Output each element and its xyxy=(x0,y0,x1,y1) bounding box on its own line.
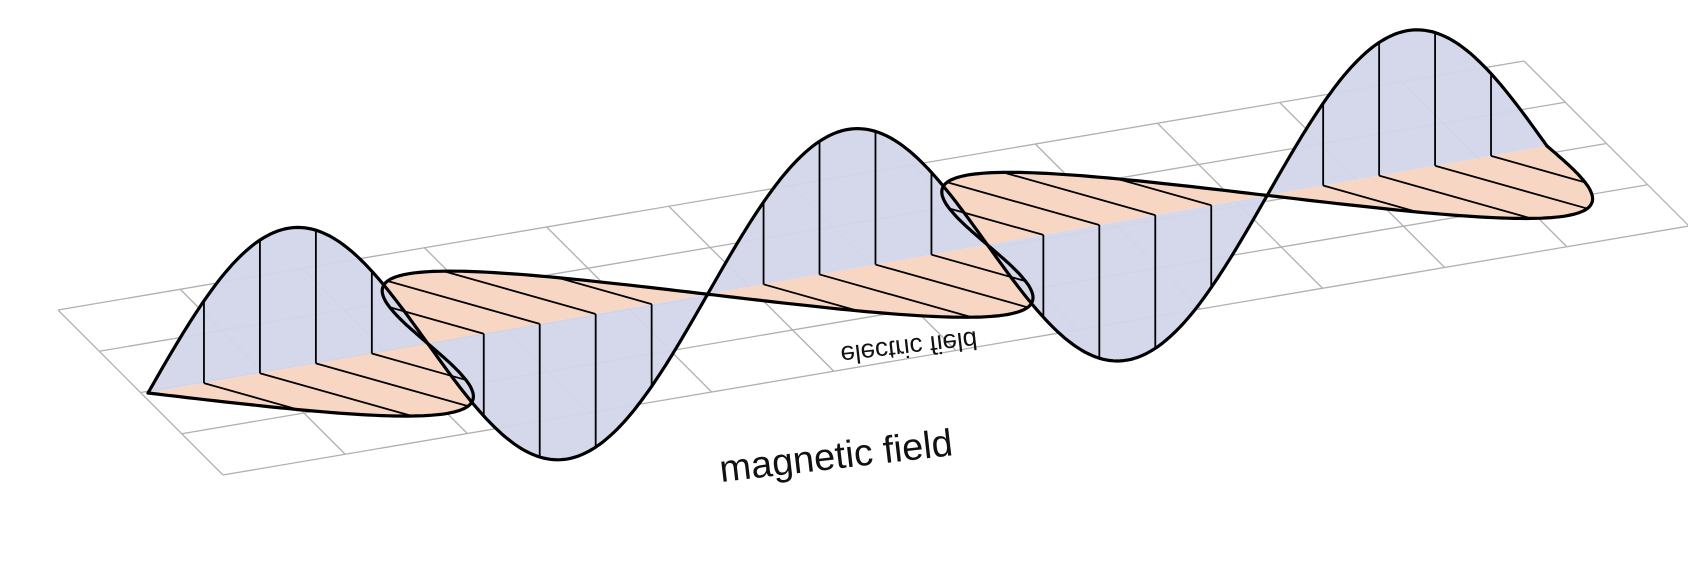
magnetic-vector xyxy=(763,283,858,312)
magnetic-vector xyxy=(1322,184,1418,213)
electric-wave-area xyxy=(148,29,1547,460)
magnetic-vector xyxy=(1002,171,1156,217)
electric-field-fill xyxy=(148,29,1547,460)
magnetic-vector xyxy=(387,280,540,325)
magnetic-vector xyxy=(315,362,469,408)
magnetic-vector xyxy=(1116,177,1212,207)
magnetic-vector xyxy=(1378,174,1532,220)
magnetic-vector xyxy=(259,372,413,417)
magnetic-wave-curve xyxy=(146,144,1595,418)
wave-curves xyxy=(146,28,1595,462)
magnetic-vector xyxy=(203,382,299,411)
magnetic-vector xyxy=(946,181,1100,226)
magnetic-vector xyxy=(819,273,972,319)
magnetic-field-fill xyxy=(148,146,1593,417)
magnetic-vector xyxy=(443,270,596,315)
electric-field-label: electric field xyxy=(839,325,979,371)
magnetic-field-label: magnetic field xyxy=(717,422,955,491)
magnetic-vector xyxy=(557,276,652,305)
magnetic-vector xyxy=(1434,164,1588,210)
grid-line xyxy=(222,225,1688,476)
magnetic-vector xyxy=(875,263,1028,309)
electric-wave-curve xyxy=(146,28,1549,462)
magnetic-wave-area xyxy=(148,146,1593,417)
magnetic-vector xyxy=(1490,155,1586,184)
